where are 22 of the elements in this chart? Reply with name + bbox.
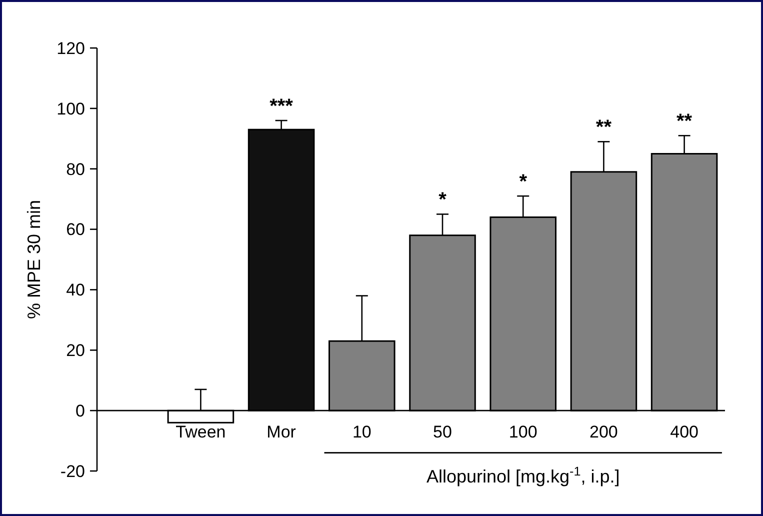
y-tick-label: 60	[66, 220, 85, 240]
y-tick-label: 20	[66, 341, 85, 360]
y-tick-label: 100	[56, 99, 85, 118]
y-tick-label: 120	[56, 38, 85, 58]
x-tick-label: 200	[590, 422, 618, 442]
x-tick-label: 10	[352, 422, 372, 442]
y-axis-title: % MPE 30 min	[24, 200, 44, 320]
x-tick-label: Mor	[266, 422, 296, 442]
y-tick-label: 40	[66, 280, 85, 300]
annotation: **	[676, 110, 692, 133]
annotation: ***	[270, 96, 294, 118]
y-tick-label: -20	[60, 462, 85, 481]
y-tick-label: 0	[76, 402, 85, 421]
annotation: *	[519, 171, 528, 194]
annotation: *	[438, 189, 447, 212]
x-tick-label: 400	[670, 422, 698, 442]
x-tick-label: 50	[433, 422, 452, 442]
x-tick-label: 100	[508, 422, 538, 442]
x-tick-label: Tween	[176, 422, 226, 442]
y-tick-label: 80	[66, 160, 85, 179]
annotation: **	[596, 116, 612, 139]
x-axis-title: Allopurinol [mg.kg$^{-1}$, i.p.]	[426, 464, 620, 487]
